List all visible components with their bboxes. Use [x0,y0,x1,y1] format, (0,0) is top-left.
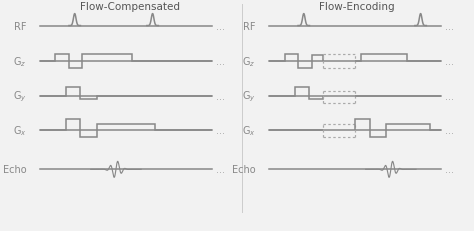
Text: RF: RF [14,21,27,31]
Text: ...: ... [445,165,454,175]
Text: Flow-Encoding: Flow-Encoding [319,2,394,12]
Text: ...: ... [445,126,454,136]
Text: G$_x$: G$_x$ [13,124,27,137]
Text: ...: ... [445,91,454,101]
Text: ...: ... [445,21,454,31]
Text: G$_z$: G$_z$ [13,55,27,69]
Text: ...: ... [216,165,225,175]
Text: RF: RF [243,21,255,31]
Text: Echo: Echo [3,165,27,175]
Text: ...: ... [216,21,225,31]
Text: ...: ... [216,91,225,101]
Text: G$_y$: G$_y$ [242,89,255,103]
Text: Flow-Compensated: Flow-Compensated [80,2,180,12]
Text: G$_y$: G$_y$ [13,89,27,103]
Text: ...: ... [216,57,225,67]
Text: ...: ... [445,57,454,67]
Text: G$_z$: G$_z$ [242,55,255,69]
Text: Echo: Echo [232,165,255,175]
Text: ...: ... [216,126,225,136]
Text: G$_x$: G$_x$ [242,124,255,137]
